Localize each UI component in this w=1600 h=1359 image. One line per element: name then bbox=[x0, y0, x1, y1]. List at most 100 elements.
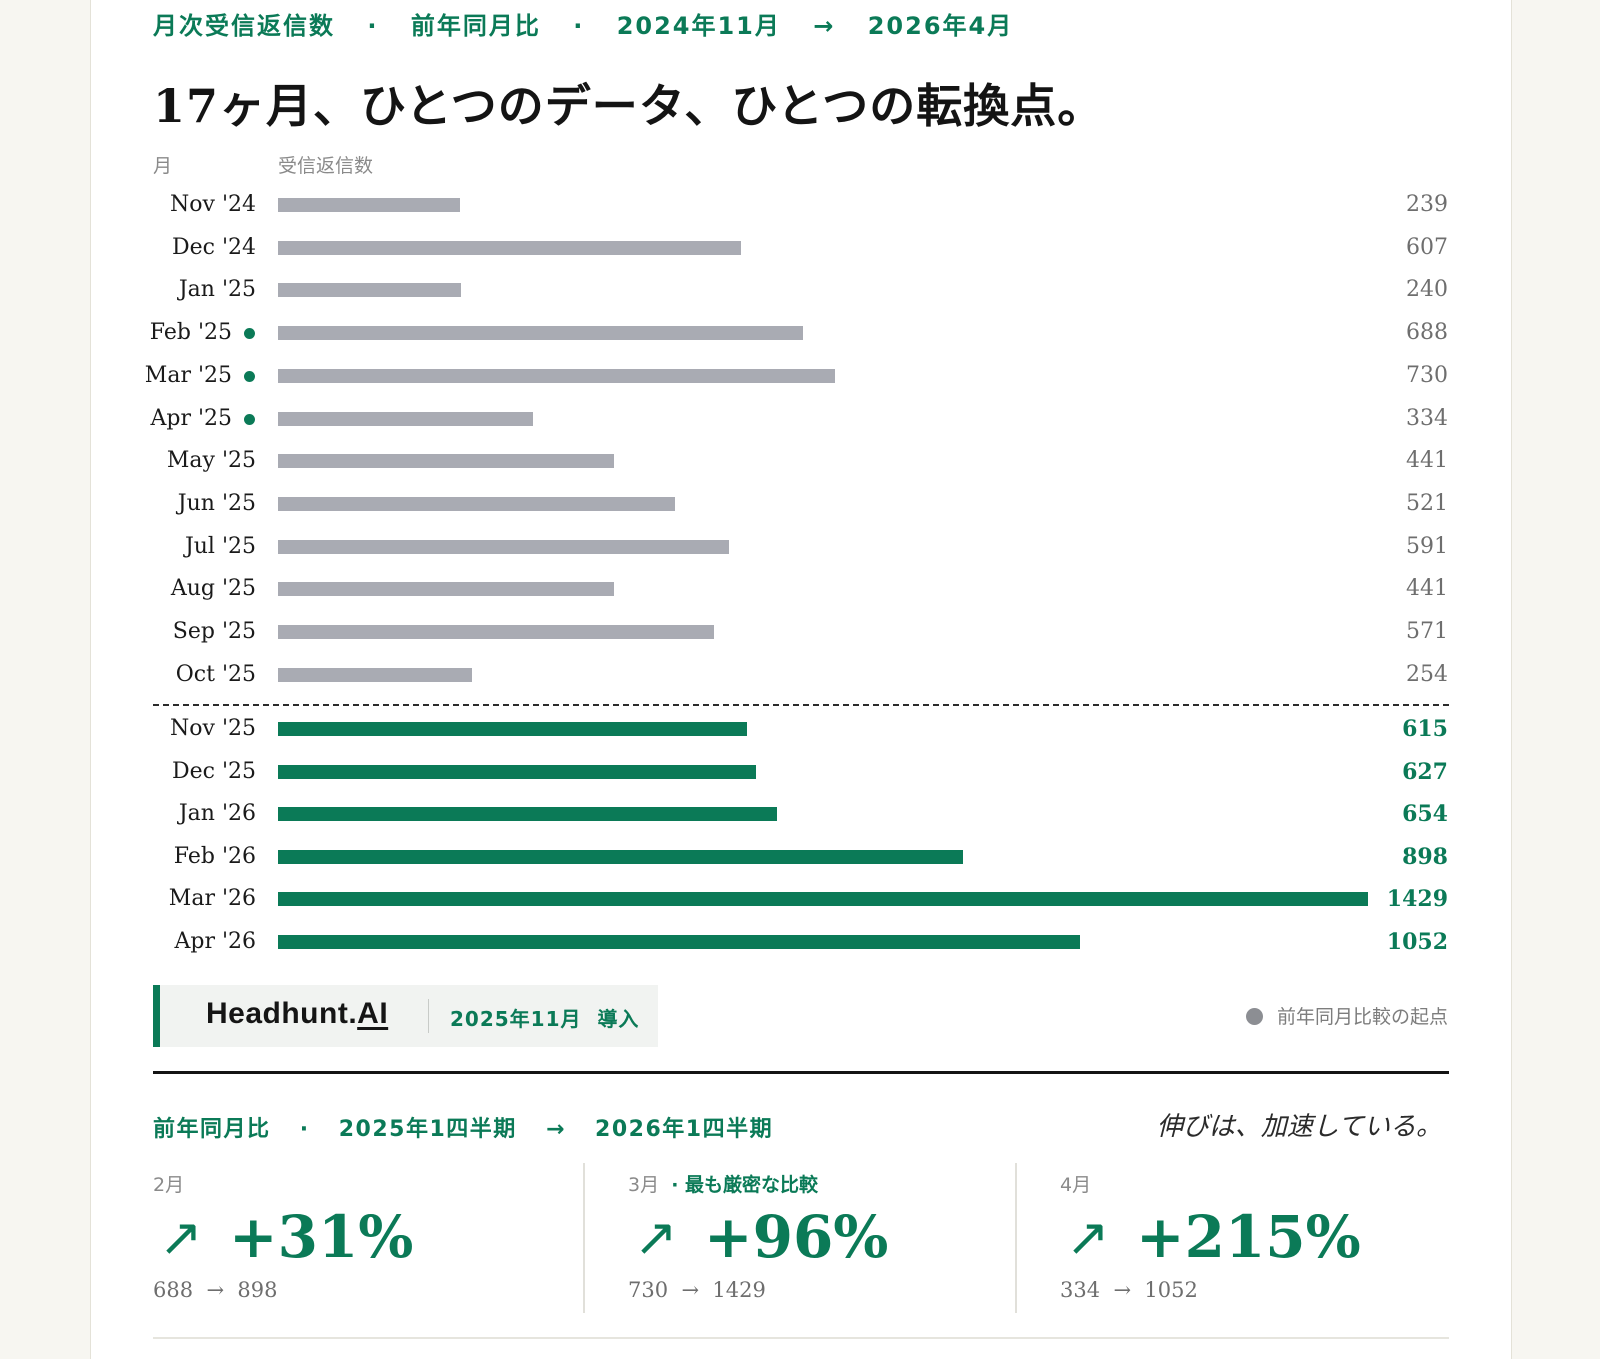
brand-callout: Headhunt.AI 2025年11月 導入 bbox=[153, 985, 658, 1047]
brand-logo: Headhunt.AI bbox=[206, 997, 388, 1031]
month-tick-label: Dec '25 bbox=[171, 758, 256, 784]
bar-row: Apr '26 1052 bbox=[0, 927, 1600, 957]
month-tick-label: Feb '26 bbox=[173, 843, 256, 869]
month-tick-label: Oct '25 bbox=[175, 661, 256, 687]
y-axis-label: 月 bbox=[153, 155, 173, 177]
bar-row: Sep '25 571 bbox=[0, 617, 1600, 647]
month-tick-label: Dec '24 bbox=[171, 234, 256, 260]
bar-row: Mar '25 730 bbox=[0, 361, 1600, 391]
stat-from: 334 bbox=[1060, 1278, 1101, 1302]
bar-row: Feb '25 688 bbox=[0, 318, 1600, 348]
yoy-origin-marker bbox=[244, 370, 255, 382]
bar bbox=[278, 411, 533, 426]
bar-value-label: 571 bbox=[1406, 619, 1448, 644]
month-tick-label: Jun '25 bbox=[177, 490, 256, 516]
stat-to: 1429 bbox=[712, 1278, 766, 1302]
bar-value-label: 730 bbox=[1406, 362, 1448, 388]
stat-separator bbox=[583, 1163, 585, 1313]
month-tick-label: Apr '26 bbox=[174, 928, 256, 954]
stat-comparison: 334 → 1052 bbox=[1060, 1278, 1198, 1302]
bar-row: Oct '25 254 bbox=[0, 660, 1600, 690]
stat-month: 3月 · 最も厳密な比較 bbox=[628, 1170, 818, 1197]
bar bbox=[278, 667, 472, 682]
bar-row: Jun '25 521 bbox=[0, 489, 1600, 519]
month-tick-label: Jul '25 bbox=[184, 533, 256, 559]
bar-value-label: 898 bbox=[1402, 843, 1448, 870]
bar-row: Feb '26 898 bbox=[0, 842, 1600, 872]
brand-separator bbox=[428, 999, 429, 1033]
brand-name-prefix: Headhunt. bbox=[206, 997, 358, 1030]
stat-card-mar: 3月 · 最も厳密な比較 ↗ +96% 730 → 1429 bbox=[628, 1162, 1048, 1312]
stat-month: 4月 bbox=[1060, 1170, 1091, 1197]
brand-intro: 2025年11月 導入 bbox=[450, 1003, 639, 1032]
stat-month-label: 4月 bbox=[1060, 1174, 1092, 1196]
bottom-rule bbox=[153, 1337, 1449, 1339]
stat-card-apr: 4月 ↗ +215% 334 → 1052 bbox=[1060, 1162, 1480, 1312]
bar-value-label: 591 bbox=[1406, 533, 1448, 559]
bar-value-label: 607 bbox=[1406, 234, 1448, 260]
brand-intro-date: 2025年11月 bbox=[450, 1007, 582, 1031]
month-tick-label: Mar '26 bbox=[168, 886, 256, 911]
yoy-title-part: 前年同月比 bbox=[153, 1117, 271, 1142]
bar-value-label: 688 bbox=[1406, 320, 1448, 346]
bar-value-label: 334 bbox=[1406, 405, 1448, 431]
bar-value-label: 1052 bbox=[1386, 928, 1448, 955]
eyebrow-part: 2024年11月 bbox=[616, 12, 781, 40]
month-tick-label: Mar '25 bbox=[144, 362, 232, 388]
yoy-origin-marker bbox=[244, 328, 255, 340]
bar bbox=[278, 807, 777, 821]
legend-dot-icon bbox=[1245, 1008, 1263, 1025]
bar-row: May '25 441 bbox=[0, 446, 1600, 476]
stat-arrow: → bbox=[681, 1278, 700, 1302]
yoy-title-part: → bbox=[545, 1117, 566, 1142]
stat-percent: +31% bbox=[229, 1203, 414, 1271]
bar bbox=[278, 539, 729, 554]
bar-row: Dec '25 627 bbox=[0, 757, 1600, 787]
bar bbox=[278, 240, 741, 255]
bar bbox=[278, 582, 615, 597]
yoy-title-part: 2025年1四半期 bbox=[338, 1117, 517, 1142]
bar-value-label: 441 bbox=[1406, 576, 1448, 602]
stat-comparison: 688 → 898 bbox=[153, 1278, 278, 1302]
bar bbox=[278, 892, 1368, 906]
stat-from: 730 bbox=[628, 1278, 669, 1302]
bar-row: Apr '25 334 bbox=[0, 404, 1600, 434]
bar-row: Dec '24 607 bbox=[0, 233, 1600, 263]
month-tick-label: Sep '25 bbox=[172, 619, 256, 644]
x-axis-label: 受信返信数 bbox=[278, 155, 374, 177]
stat-from: 688 bbox=[153, 1278, 194, 1302]
bar bbox=[278, 283, 462, 298]
eyebrow-part: · bbox=[573, 12, 585, 40]
stat-month-label: 3月 bbox=[628, 1174, 660, 1196]
bar-row: Jan '26 654 bbox=[0, 799, 1600, 829]
bar-row: Jul '25 591 bbox=[0, 532, 1600, 562]
brand-intro-label: 導入 bbox=[597, 1007, 640, 1031]
bar bbox=[278, 849, 963, 864]
bar bbox=[278, 722, 748, 736]
yoy-title-part: · bbox=[299, 1117, 310, 1142]
stat-arrow: → bbox=[206, 1278, 225, 1302]
introduction-divider bbox=[153, 704, 1449, 706]
month-tick-label: Aug '25 bbox=[170, 576, 256, 602]
tagline: 伸びは、加速している。 bbox=[1156, 1112, 1442, 1142]
bar bbox=[278, 454, 615, 469]
month-tick-label: Nov '25 bbox=[170, 716, 256, 741]
bar bbox=[278, 625, 714, 639]
bar bbox=[278, 368, 835, 383]
stat-percent: +96% bbox=[704, 1203, 889, 1271]
trend-up-arrow-icon: ↗ bbox=[159, 1208, 203, 1268]
bar-value-label: 1429 bbox=[1386, 886, 1448, 912]
yoy-origin-marker bbox=[244, 413, 255, 425]
stat-month: 2月 bbox=[153, 1170, 184, 1197]
bar-value-label: 240 bbox=[1406, 277, 1448, 303]
stat-to: 898 bbox=[237, 1278, 278, 1302]
bar-row: Jan '25 240 bbox=[0, 275, 1600, 305]
eyebrow-part: · bbox=[367, 12, 379, 40]
chart-eyebrow: 月次受信返信数 · 前年同月比 · 2024年11月 → 2026年4月 bbox=[153, 6, 1035, 41]
bar bbox=[278, 326, 803, 341]
stat-month-label: 2月 bbox=[153, 1174, 185, 1196]
section-rule bbox=[153, 1071, 1449, 1074]
stat-comparison: 730 → 1429 bbox=[628, 1278, 766, 1302]
eyebrow-part: 2026年4月 bbox=[867, 12, 1014, 40]
trend-up-arrow-icon: ↗ bbox=[1066, 1208, 1110, 1268]
